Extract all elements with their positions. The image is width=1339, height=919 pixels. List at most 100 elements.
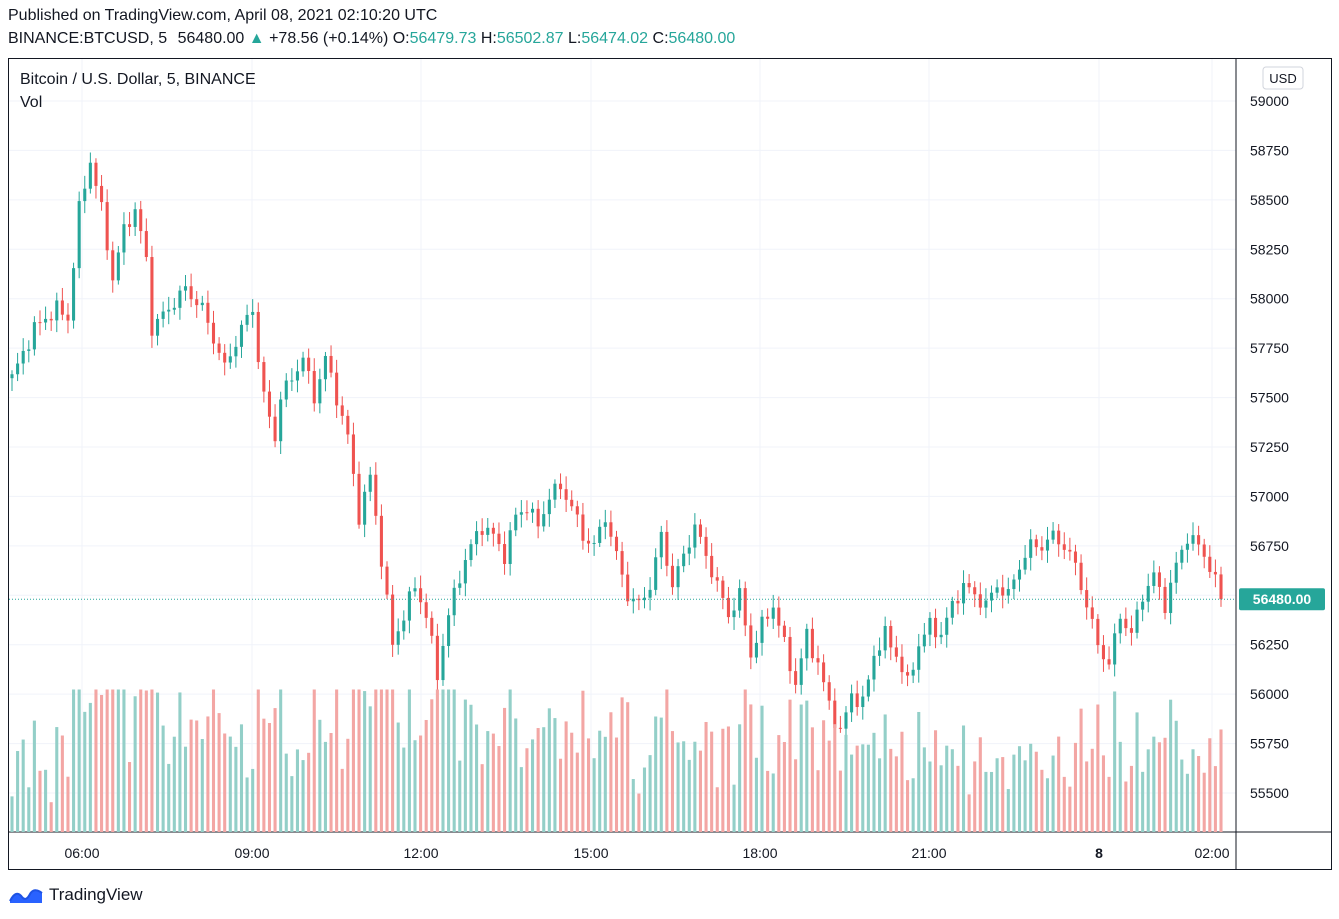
candle-body (262, 362, 266, 392)
volume-bar (570, 732, 574, 832)
volume-bar (995, 758, 999, 832)
candle-body (732, 610, 736, 618)
y-tick-label: 57250 (1250, 439, 1289, 455)
volume-bar (547, 708, 551, 832)
candle-body (94, 162, 98, 186)
volume-bar (575, 752, 579, 832)
open-value: 56479.73 (409, 30, 477, 47)
volume-bar (100, 694, 104, 832)
volume-bar (1057, 736, 1061, 832)
candle-body (178, 290, 182, 308)
candle-body (989, 592, 994, 601)
volume-bar (1096, 704, 1100, 832)
volume-bar (782, 742, 786, 832)
candle-body (973, 587, 977, 595)
volume-bar (637, 793, 641, 832)
candle-body (1124, 618, 1128, 629)
candle-body (872, 655, 876, 680)
volume-bar (497, 746, 501, 832)
volume-bar (1208, 738, 1212, 832)
y-tick-label: 57750 (1250, 340, 1289, 356)
x-tick-label: 06:00 (64, 845, 99, 861)
candle-body (928, 617, 932, 635)
x-tick-label: 18:00 (742, 845, 777, 861)
candle-body (609, 522, 613, 537)
volume-bar (525, 748, 529, 832)
volume-bar (435, 689, 439, 832)
candle-body (391, 594, 395, 645)
volume-bar (1101, 755, 1105, 832)
volume-bar (161, 725, 165, 832)
volume-bar (368, 706, 372, 832)
candle-body (55, 300, 59, 321)
volume-bar (167, 763, 171, 832)
candle-body (743, 588, 747, 626)
candle-body (922, 634, 926, 647)
volume-bar (413, 740, 417, 832)
published-caption: Published on TradingView.com, April 08, … (8, 7, 438, 24)
candle-body (816, 658, 820, 663)
candle-body (1085, 590, 1089, 608)
candle-body (1062, 544, 1066, 550)
candle-body (1118, 618, 1122, 634)
volume-bar (508, 689, 512, 832)
volume-bar (111, 689, 115, 832)
tradingview-brand[interactable]: TradingView (8, 884, 143, 906)
candle-body (939, 634, 943, 638)
candle-body (519, 512, 523, 515)
volume-bar (452, 689, 456, 832)
candle-body (782, 625, 786, 637)
volume-bar (592, 758, 596, 832)
volume-bar (833, 724, 837, 832)
volume-bar (1029, 743, 1033, 832)
candle-body (189, 286, 193, 300)
candle-body (1174, 562, 1178, 583)
volume-bar (458, 760, 462, 832)
candle-body (1141, 601, 1145, 610)
candle-body (738, 588, 742, 611)
chart-frame (8, 58, 1332, 870)
y-tick-label: 58250 (1250, 241, 1289, 257)
candle-body (183, 286, 188, 291)
volume-bar (318, 719, 322, 832)
volume-bar (323, 741, 327, 832)
y-tick-label: 57500 (1250, 390, 1289, 406)
candle-body (480, 531, 484, 535)
candle-body (1157, 572, 1161, 587)
candle-body (1208, 556, 1212, 572)
candle-body (648, 589, 652, 598)
candle-body (889, 626, 893, 648)
candle-body (676, 566, 680, 588)
volume-bar (816, 770, 820, 832)
candle-body (295, 371, 299, 381)
currency-button[interactable]: USD (1269, 71, 1296, 86)
volume-bar (1213, 766, 1217, 832)
candle-body (200, 302, 204, 306)
volume-bar (721, 728, 725, 832)
volume-bar (749, 704, 753, 832)
candle-body (1135, 609, 1139, 633)
volume-bar (514, 718, 518, 832)
candle-body (642, 597, 647, 601)
candle-body (407, 591, 411, 621)
volume-bar (984, 771, 988, 832)
volume-bar (234, 746, 238, 832)
volume-bar (1079, 708, 1083, 832)
volume-bar (614, 737, 619, 832)
volume-bar (1085, 761, 1089, 832)
candle-body (659, 531, 663, 558)
volume-bar (519, 767, 523, 832)
volume-bar (536, 728, 540, 832)
volume-bar (195, 720, 199, 832)
candle-body (475, 531, 479, 545)
y-tick-label: 56250 (1250, 637, 1289, 653)
candle-body (967, 583, 971, 588)
candle-body (463, 560, 467, 584)
candle-body (766, 616, 770, 619)
currency-button-box[interactable] (1262, 66, 1304, 90)
candle-body (514, 514, 518, 531)
volume-bar (329, 732, 333, 832)
volume-bar (335, 689, 339, 832)
candle-body (917, 646, 921, 670)
